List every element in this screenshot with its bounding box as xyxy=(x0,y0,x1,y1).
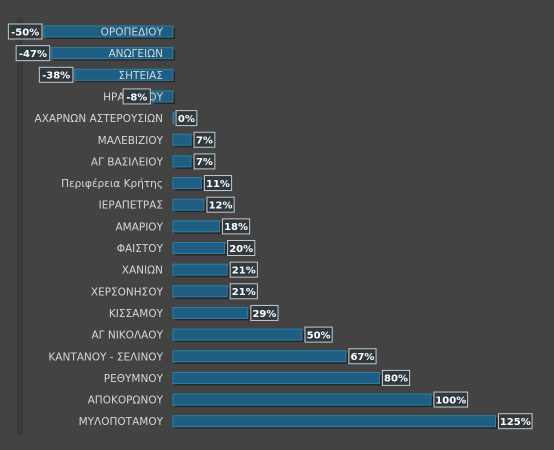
bar-4 xyxy=(172,112,175,125)
bar-9 xyxy=(172,220,220,233)
category-label: ΟΡΟΠΕΔΙΟΥ xyxy=(101,27,164,39)
data-label: 21% xyxy=(232,287,256,298)
category-label: ΑΓ ΒΑΣΙΛΕΙΟΥ xyxy=(91,156,164,168)
data-label: 11% xyxy=(206,179,230,190)
category-label: ΙΕΡΑΠΕΤΡΑΣ xyxy=(99,200,163,212)
data-label: 50% xyxy=(307,330,331,341)
category-label: ΣΗΤΕΙΑΣ xyxy=(119,70,164,82)
data-label-box xyxy=(229,261,258,278)
data-label-box xyxy=(122,88,151,105)
bar-2 xyxy=(74,68,174,81)
data-label-box xyxy=(229,283,258,300)
bar-8 xyxy=(172,198,205,211)
category-label: ΜΑΛΕΒΙΖΙΟΥ xyxy=(98,135,164,147)
category-label: ΑΧΑΡΝΩΝ ΑΣΤΕΡΟΥΣΙΩΝ xyxy=(35,113,163,125)
bar-15 xyxy=(172,350,347,363)
data-label: 20% xyxy=(229,244,253,255)
data-label-box xyxy=(193,131,216,148)
bar-1 xyxy=(51,47,174,60)
bar-16 xyxy=(172,371,380,384)
data-label-box xyxy=(221,218,251,235)
data-label-box xyxy=(348,348,377,365)
data-label: -50% xyxy=(11,27,39,38)
left-axis-track xyxy=(17,18,23,435)
data-label: 100% xyxy=(435,395,466,406)
data-label-box xyxy=(203,175,233,192)
category-label: ΚΑΝΤΑΝΟΥ - ΣΕΛΙΝΟΥ xyxy=(48,351,163,363)
category-label: ΑΠΟΚΟΡΩΝΟΥ xyxy=(88,395,164,407)
data-label: 67% xyxy=(350,352,374,363)
category-label: ΚΙΣΣΑΜΟΥ xyxy=(109,308,164,320)
data-label: -38% xyxy=(42,71,70,82)
data-label: 29% xyxy=(252,309,276,320)
data-label: 0% xyxy=(178,114,195,125)
bar-10 xyxy=(172,242,226,254)
data-label-box xyxy=(38,66,74,83)
bar-11 xyxy=(172,263,228,276)
data-label: 18% xyxy=(224,222,248,233)
bar-14 xyxy=(172,328,303,341)
category-label: ΡΕΘΥΜΝΟΥ xyxy=(104,373,164,385)
data-label-box xyxy=(175,110,198,127)
data-label: 21% xyxy=(232,265,256,276)
category-label: ΧΕΡΣΟΝΗΣΟΥ xyxy=(91,286,164,298)
data-label: 125% xyxy=(500,417,531,428)
data-label: -8% xyxy=(126,92,147,103)
category-label: ΑΓ ΝΙΚΟΛΑΟΥ xyxy=(91,330,163,342)
bar-13 xyxy=(172,306,249,319)
category-label: ΦΑΙΣΤΟΥ xyxy=(117,243,164,255)
data-label-box xyxy=(7,23,43,40)
data-label-box xyxy=(304,326,333,343)
bar-17 xyxy=(172,393,432,406)
bar-7 xyxy=(172,177,202,190)
bar-12 xyxy=(172,285,228,298)
bar-3 xyxy=(151,90,174,103)
data-label: 7% xyxy=(196,157,213,168)
category-label: ΑΜΑΡΙΟΥ xyxy=(115,221,163,233)
data-label-box xyxy=(227,240,256,256)
data-label: -47% xyxy=(19,49,47,60)
data-label-box xyxy=(193,153,216,170)
data-label: 12% xyxy=(209,201,233,212)
bar-18 xyxy=(172,415,496,428)
data-label: 80% xyxy=(384,374,408,385)
category-label: ΑΝΩΓΕΙΩΝ xyxy=(108,48,163,60)
category-label: ΧΑΝΙΩΝ xyxy=(122,265,163,277)
data-label: 7% xyxy=(196,136,213,147)
data-label-box xyxy=(498,413,533,430)
data-label-box xyxy=(381,369,411,386)
data-label-box xyxy=(15,45,51,62)
bar-5 xyxy=(172,133,192,146)
bar-6 xyxy=(172,155,192,168)
data-label-box xyxy=(206,196,235,213)
bar-0 xyxy=(43,25,174,38)
category-label: ΜΥΛΟΠΟΤΑΜΟΥ xyxy=(79,416,164,428)
data-label-box xyxy=(250,304,279,321)
data-label-box xyxy=(433,391,469,408)
category-label: Περιφέρεια Κρήτης xyxy=(61,178,163,190)
